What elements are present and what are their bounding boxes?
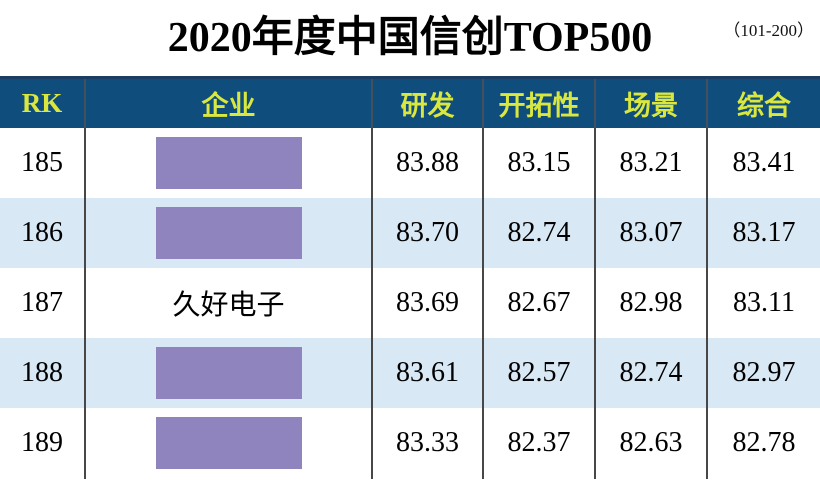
- company-cell: 久好电子: [84, 267, 372, 338]
- table-row: 186 83.70 82.74 83.07 83.17: [0, 197, 820, 268]
- redacted-company-box: [155, 346, 302, 399]
- score-cell-scene: 82.63: [594, 407, 707, 479]
- column-header-scene: 场景: [594, 76, 707, 128]
- score-cell-rd: 83.61: [371, 337, 483, 408]
- score-cell-scene: 83.21: [594, 127, 707, 198]
- score-cell-rd: 83.70: [371, 197, 483, 268]
- ranking-table: RK 企业 研发 开拓性 场景 综合 185 83.88 83.15 83.21 83.41 186…: [0, 76, 820, 479]
- company-cell: [84, 337, 372, 408]
- score-cell-pioneer: 82.37: [482, 407, 595, 479]
- score-cell-overall: 83.17: [706, 197, 820, 268]
- table-row: 188 83.61 82.57 82.74 82.97: [0, 337, 820, 408]
- company-cell: [84, 127, 372, 198]
- score-cell-pioneer: 82.57: [482, 337, 595, 408]
- column-header-company: 企业: [84, 76, 372, 128]
- table-row: 185 83.88 83.15 83.21 83.41: [0, 127, 820, 198]
- redacted-company-box: [155, 206, 302, 259]
- rank-cell: 189: [21, 427, 63, 458]
- ranking-page: { "page": { "range_badge": "（101-200）", …: [0, 14, 820, 491]
- company-cell: [84, 197, 372, 268]
- column-header-overall: 综合: [706, 76, 820, 128]
- table-row: 189 83.33 82.37 82.63 82.78: [0, 407, 820, 479]
- score-cell-pioneer: 82.74: [482, 197, 595, 268]
- score-cell-pioneer: 83.15: [482, 127, 595, 198]
- score-cell-overall: 82.97: [706, 337, 820, 408]
- rank-cell: 185: [21, 146, 63, 178]
- rank-cell: 187: [21, 286, 63, 318]
- redacted-company-box: [155, 136, 302, 189]
- score-cell-overall: 83.41: [706, 127, 820, 198]
- column-header-rk: RK: [0, 76, 85, 128]
- column-header-pioneer: 开拓性: [482, 76, 595, 128]
- column-header-rd: 研发: [371, 76, 483, 128]
- rank-cell: 188: [21, 356, 63, 388]
- score-cell-scene: 82.74: [594, 337, 707, 408]
- score-cell-rd: 83.69: [371, 267, 483, 338]
- rank-cell: 186: [21, 216, 63, 248]
- table-row: 187 久好电子 83.69 82.67 82.98 83.11: [0, 267, 820, 338]
- company-name: 久好电子: [172, 289, 285, 321]
- score-cell-scene: 82.98: [594, 267, 707, 338]
- company-cell: [84, 407, 372, 479]
- score-cell-rd: 83.88: [371, 127, 483, 198]
- score-cell-rd: 83.33: [371, 407, 483, 479]
- score-cell-overall: 83.11: [706, 267, 820, 338]
- score-cell-pioneer: 82.67: [482, 267, 595, 338]
- range-badge: （101-200）: [723, 21, 814, 40]
- redacted-company-box: [155, 417, 302, 469]
- page-title: 2020年度中国信创TOP500: [167, 15, 653, 61]
- table-header-row: RK 企业 研发 开拓性 场景 综合: [0, 76, 820, 128]
- score-cell-overall: 82.78: [706, 407, 820, 479]
- score-cell-scene: 83.07: [594, 197, 707, 268]
